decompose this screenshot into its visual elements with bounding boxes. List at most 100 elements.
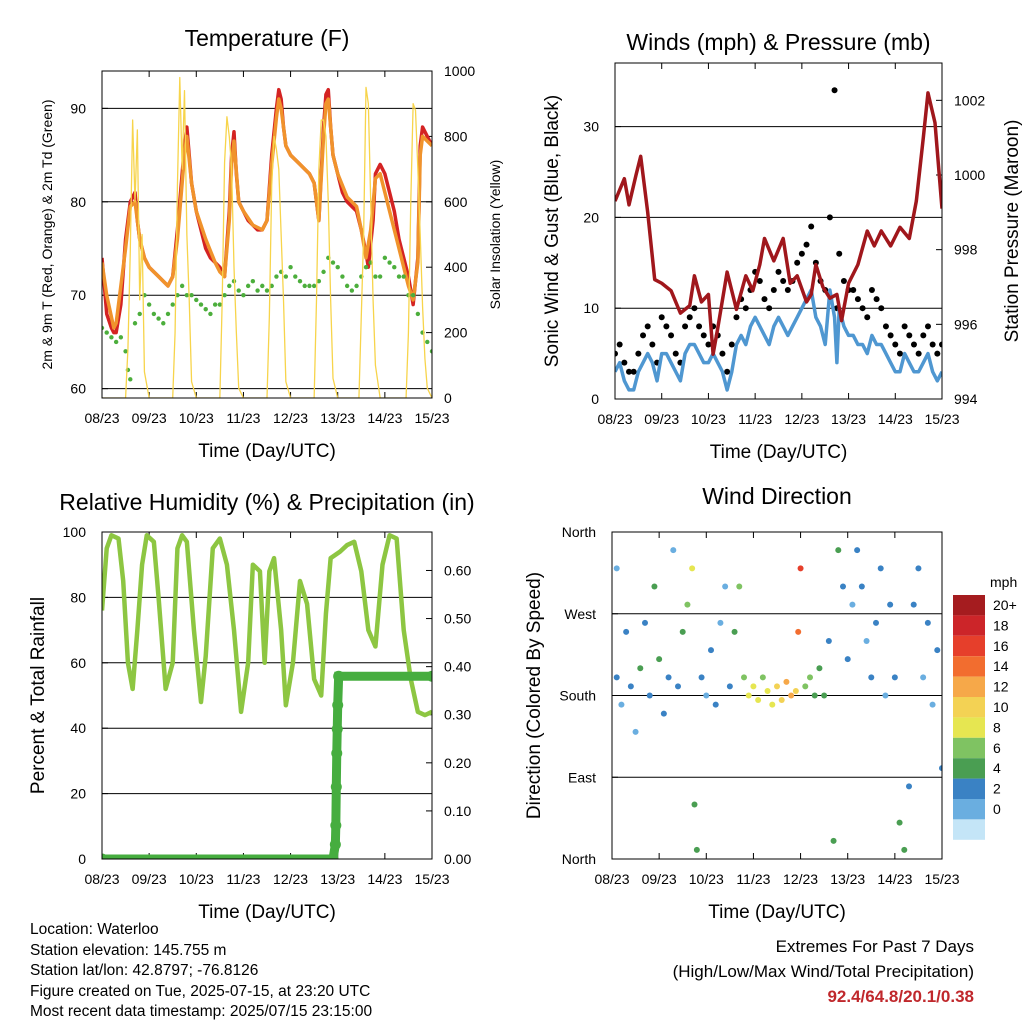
direction-point: [769, 701, 776, 708]
plot-area: [615, 87, 942, 392]
precip-point: [332, 699, 344, 711]
data-point-green: [184, 293, 190, 298]
direction-point: [887, 601, 894, 608]
legend-unit: mph: [990, 574, 1017, 590]
direction-point: [637, 665, 644, 672]
legend-swatch: [953, 737, 985, 759]
direction-point: [642, 619, 648, 626]
station-location: Location: Waterloo: [30, 921, 159, 938]
chart-title: Winds (mph) & Pressure (mb): [626, 29, 930, 55]
data-point-black: [756, 277, 763, 284]
direction-point: [646, 692, 653, 699]
y-tick-label: 100: [63, 524, 87, 540]
data-point-black: [649, 341, 656, 348]
precip-point: [426, 670, 432, 682]
x-tick-label: 10/23: [691, 411, 726, 427]
legend-swatch: [953, 778, 985, 799]
y2-tick-label: 0.20: [444, 755, 471, 771]
direction-point: [830, 837, 837, 844]
data-point-black: [901, 323, 908, 330]
direction-point: [759, 674, 766, 681]
direction-point: [691, 801, 698, 808]
data-point-green: [302, 283, 307, 289]
data-point-black: [640, 332, 647, 339]
data-point-black: [616, 341, 623, 348]
precip-point: [330, 819, 342, 831]
series-line-orange: [102, 97, 432, 330]
y2-tick-label: 998: [954, 242, 978, 258]
data-point-black: [784, 287, 791, 294]
data-point-black: [896, 350, 903, 357]
data-point-green: [330, 260, 336, 265]
direction-point: [708, 647, 714, 654]
x-tick-label: 15/23: [414, 410, 449, 426]
series-line-yellow: [102, 76, 432, 398]
data-point-black: [924, 323, 931, 330]
data-point-green: [415, 311, 421, 317]
data-point-black: [696, 323, 703, 330]
precip-point: [329, 839, 341, 851]
direction-point: [741, 674, 747, 681]
legend-swatch: [953, 615, 985, 636]
y-axis-label: 2m & 9m T (Red, Orange) & 2m Td (Green): [39, 100, 55, 370]
precip-line: [102, 671, 432, 859]
direction-point: [910, 601, 917, 608]
precip-point: [102, 853, 108, 859]
legend-label: 12: [993, 679, 1009, 695]
x-tick-label: 08/23: [84, 871, 119, 887]
data-point-black: [724, 368, 731, 375]
chart-humidity: Relative Humidity (%) & Precipitation (i…: [28, 489, 475, 923]
y-tick-label: 20: [70, 786, 86, 802]
direction-point: [665, 674, 672, 681]
data-point-green: [392, 265, 397, 270]
data-point-black: [635, 350, 642, 357]
x-tick-label: 14/23: [878, 411, 913, 427]
direction-point: [795, 628, 802, 635]
data-point-green: [123, 349, 128, 354]
data-point-green: [118, 335, 124, 340]
direction-point: [778, 697, 785, 704]
speed-legend: mph 20+ 18 16 14 12 10 8 6 4 2 0: [953, 574, 1017, 840]
data-point-green: [198, 302, 204, 307]
data-point-black: [615, 350, 618, 357]
direction-point: [731, 628, 738, 635]
data-point-black: [770, 287, 777, 294]
x-tick-label: 08/23: [597, 411, 632, 427]
data-point-black: [864, 314, 871, 321]
data-point-green: [104, 330, 109, 335]
recent-timestamp: Most recent data timestamp: 2025/07/15 2…: [30, 1003, 373, 1020]
data-point-black: [826, 214, 833, 221]
data-point-black: [719, 350, 726, 357]
data-point-green: [344, 283, 350, 289]
direction-point: [726, 683, 733, 690]
y-tick-label: 40: [70, 720, 86, 736]
y-tick-label: 90: [70, 100, 86, 116]
legend-swatch: [953, 697, 985, 718]
direction-point: [934, 647, 941, 654]
legend-label: 6: [993, 740, 1001, 756]
x-axis-label: Time (Day/UTC): [198, 441, 336, 462]
y-tick-label: 20: [583, 209, 599, 225]
y-tick-label: 80: [70, 589, 86, 605]
direction-point: [675, 683, 681, 690]
data-point-black: [920, 332, 927, 339]
data-point-green: [137, 311, 142, 317]
data-point-black: [742, 305, 749, 312]
y2-tick-label: 200: [444, 325, 468, 341]
plot-frame: [614, 62, 943, 400]
direction-point: [656, 656, 663, 663]
precip-point: [327, 853, 339, 859]
direction-point: [840, 583, 846, 590]
y-tick-label: 0: [591, 391, 599, 407]
data-point-green: [401, 274, 406, 279]
data-point-green: [194, 297, 199, 303]
direction-point: [863, 638, 870, 644]
plot-area: [102, 533, 432, 859]
x-tick-label: 14/23: [877, 871, 912, 887]
y-tick-label: 80: [70, 194, 86, 210]
data-point-green: [269, 283, 274, 289]
direction-point: [816, 665, 823, 672]
direction-point: [873, 619, 879, 626]
precip-point: [331, 747, 343, 759]
x-tick-label: 13/23: [830, 871, 865, 887]
